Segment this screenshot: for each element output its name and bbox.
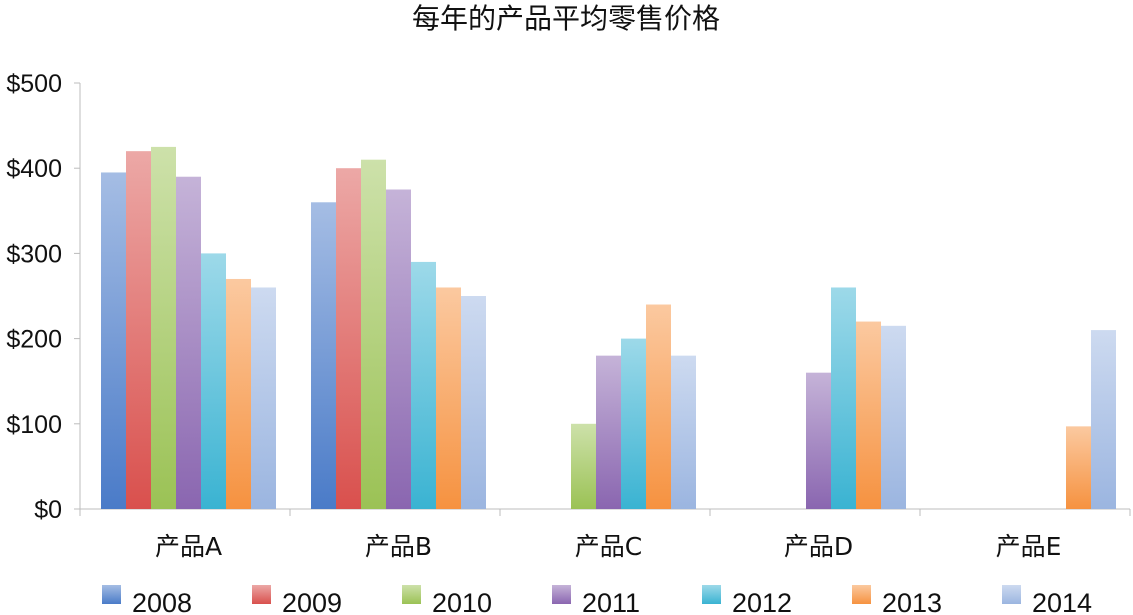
- legend-swatch: [252, 585, 271, 604]
- legend-item-2011: 2011: [552, 585, 640, 615]
- bar-2014-0: [251, 287, 276, 509]
- bar-2013-2: [646, 304, 671, 509]
- bar-2012-1: [411, 261, 436, 509]
- legend: 2008 2009 2010 2011 2012 2013 2014: [102, 585, 1092, 615]
- legend-swatch: [702, 585, 721, 604]
- y-tick-label: $400: [6, 155, 62, 183]
- legend-swatch: [102, 585, 121, 604]
- bar-2014-1: [461, 296, 486, 509]
- bar-2012-0: [201, 253, 226, 509]
- x-tick-label: 产品E: [996, 532, 1062, 561]
- legend-label: 2012: [732, 588, 792, 615]
- y-tick-label: $100: [6, 411, 62, 439]
- bar-2009-0: [126, 151, 151, 509]
- bar-2013-3: [856, 321, 881, 509]
- bar-2013-4: [1066, 426, 1091, 509]
- legend-label: 2009: [282, 588, 342, 615]
- legend-item-2012: 2012: [702, 585, 792, 615]
- y-tick-label: $300: [6, 240, 62, 268]
- legend-swatch: [852, 585, 871, 604]
- legend-item-2008: 2008: [102, 585, 192, 615]
- legend-label: 2014: [1032, 588, 1092, 615]
- bar-2014-4: [1091, 330, 1116, 509]
- legend-swatch: [402, 585, 421, 604]
- bar-2010-2: [571, 423, 596, 509]
- axes: $0 $100 $200 $300 $400 $500 产品A 产品B 产品C 产品D 产品E: [6, 70, 1131, 561]
- legend-item-2014: 2014: [1002, 585, 1092, 615]
- legend-item-2009: 2009: [252, 585, 342, 615]
- legend-item-2013: 2013: [852, 585, 942, 615]
- bar-2008-1: [311, 202, 336, 509]
- y-tick-label: $500: [6, 70, 62, 98]
- legend-swatch: [552, 585, 571, 604]
- x-tick-label: 产品C: [575, 532, 642, 561]
- bar-2011-0: [176, 176, 201, 509]
- x-tick-label: 产品A: [155, 532, 222, 561]
- y-tick-label: $200: [6, 326, 62, 354]
- bar-2012-3: [831, 287, 856, 509]
- legend-label: 2011: [582, 588, 640, 615]
- legend-label: 2008: [132, 588, 192, 615]
- x-tick-label: 产品B: [365, 532, 432, 561]
- legend-label: 2010: [432, 588, 492, 615]
- bar-2009-1: [336, 168, 361, 509]
- bar-2014-3: [881, 325, 906, 509]
- bar-2008-0: [101, 172, 126, 509]
- bar-2011-3: [806, 372, 831, 509]
- bar-2010-1: [361, 159, 386, 509]
- bar-2014-2: [671, 355, 696, 509]
- bar-2010-0: [151, 146, 176, 509]
- legend-item-2010: 2010: [402, 585, 492, 615]
- chart-title: 每年的产品平均零售价格: [412, 2, 720, 35]
- bars: [101, 146, 1116, 509]
- y-tick-label: $0: [34, 496, 62, 524]
- bar-2013-1: [436, 287, 461, 509]
- bar-2011-1: [386, 189, 411, 509]
- bar-2013-0: [226, 278, 251, 509]
- bar-2012-2: [621, 338, 646, 509]
- x-tick-label: 产品D: [784, 532, 853, 561]
- legend-swatch: [1002, 585, 1021, 604]
- legend-label: 2013: [882, 588, 942, 615]
- bar-2011-2: [596, 355, 621, 509]
